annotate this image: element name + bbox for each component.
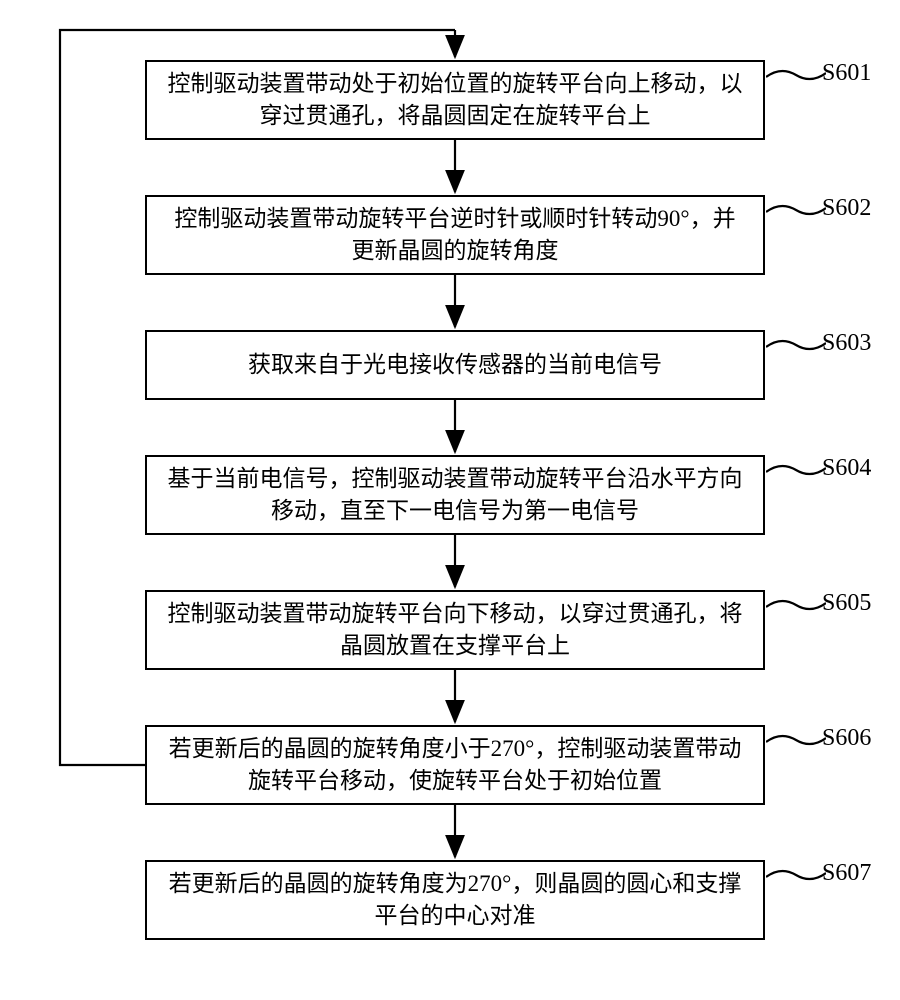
step-box-s601: 控制驱动装置带动处于初始位置的旋转平台向上移动，以穿过贯通孔，将晶圆固定在旋转平…	[145, 60, 765, 140]
tilde-connector	[766, 733, 826, 747]
tilde-connector	[766, 463, 826, 477]
step-label-s601: S601	[822, 60, 871, 87]
step-label-s604: S604	[822, 455, 871, 482]
step-label-s605: S605	[822, 590, 871, 617]
tilde-connector	[766, 203, 826, 217]
tilde-connector	[766, 598, 826, 612]
step-text: 基于当前电信号，控制驱动装置带动旋转平台沿水平方向移动，直至下一电信号为第一电信…	[167, 463, 743, 527]
tilde-connector	[766, 868, 826, 882]
step-text: 控制驱动装置带动旋转平台向下移动，以穿过贯通孔，将晶圆放置在支撑平台上	[167, 598, 743, 662]
flowchart-container: 控制驱动装置带动处于初始位置的旋转平台向上移动，以穿过贯通孔，将晶圆固定在旋转平…	[0, 0, 900, 1000]
step-text: 控制驱动装置带动旋转平台逆时针或顺时针转动90°，并更新晶圆的旋转角度	[167, 203, 743, 267]
step-text: 若更新后的晶圆的旋转角度为270°，则晶圆的圆心和支撑平台的中心对准	[167, 868, 743, 932]
step-label-s606: S606	[822, 725, 871, 752]
step-label-s607: S607	[822, 860, 871, 887]
tilde-connector	[766, 68, 826, 82]
step-label-s602: S602	[822, 195, 871, 222]
step-box-s607: 若更新后的晶圆的旋转角度为270°，则晶圆的圆心和支撑平台的中心对准	[145, 860, 765, 940]
step-text: 获取来自于光电接收传感器的当前电信号	[248, 349, 662, 381]
step-box-s605: 控制驱动装置带动旋转平台向下移动，以穿过贯通孔，将晶圆放置在支撑平台上	[145, 590, 765, 670]
step-box-s606: 若更新后的晶圆的旋转角度小于270°，控制驱动装置带动旋转平台移动，使旋转平台处…	[145, 725, 765, 805]
step-box-s602: 控制驱动装置带动旋转平台逆时针或顺时针转动90°，并更新晶圆的旋转角度	[145, 195, 765, 275]
step-box-s603: 获取来自于光电接收传感器的当前电信号	[145, 330, 765, 400]
step-box-s604: 基于当前电信号，控制驱动装置带动旋转平台沿水平方向移动，直至下一电信号为第一电信…	[145, 455, 765, 535]
step-text: 控制驱动装置带动处于初始位置的旋转平台向上移动，以穿过贯通孔，将晶圆固定在旋转平…	[167, 68, 743, 132]
tilde-connector	[766, 338, 826, 352]
step-label-s603: S603	[822, 330, 871, 357]
step-text: 若更新后的晶圆的旋转角度小于270°，控制驱动装置带动旋转平台移动，使旋转平台处…	[167, 733, 743, 797]
